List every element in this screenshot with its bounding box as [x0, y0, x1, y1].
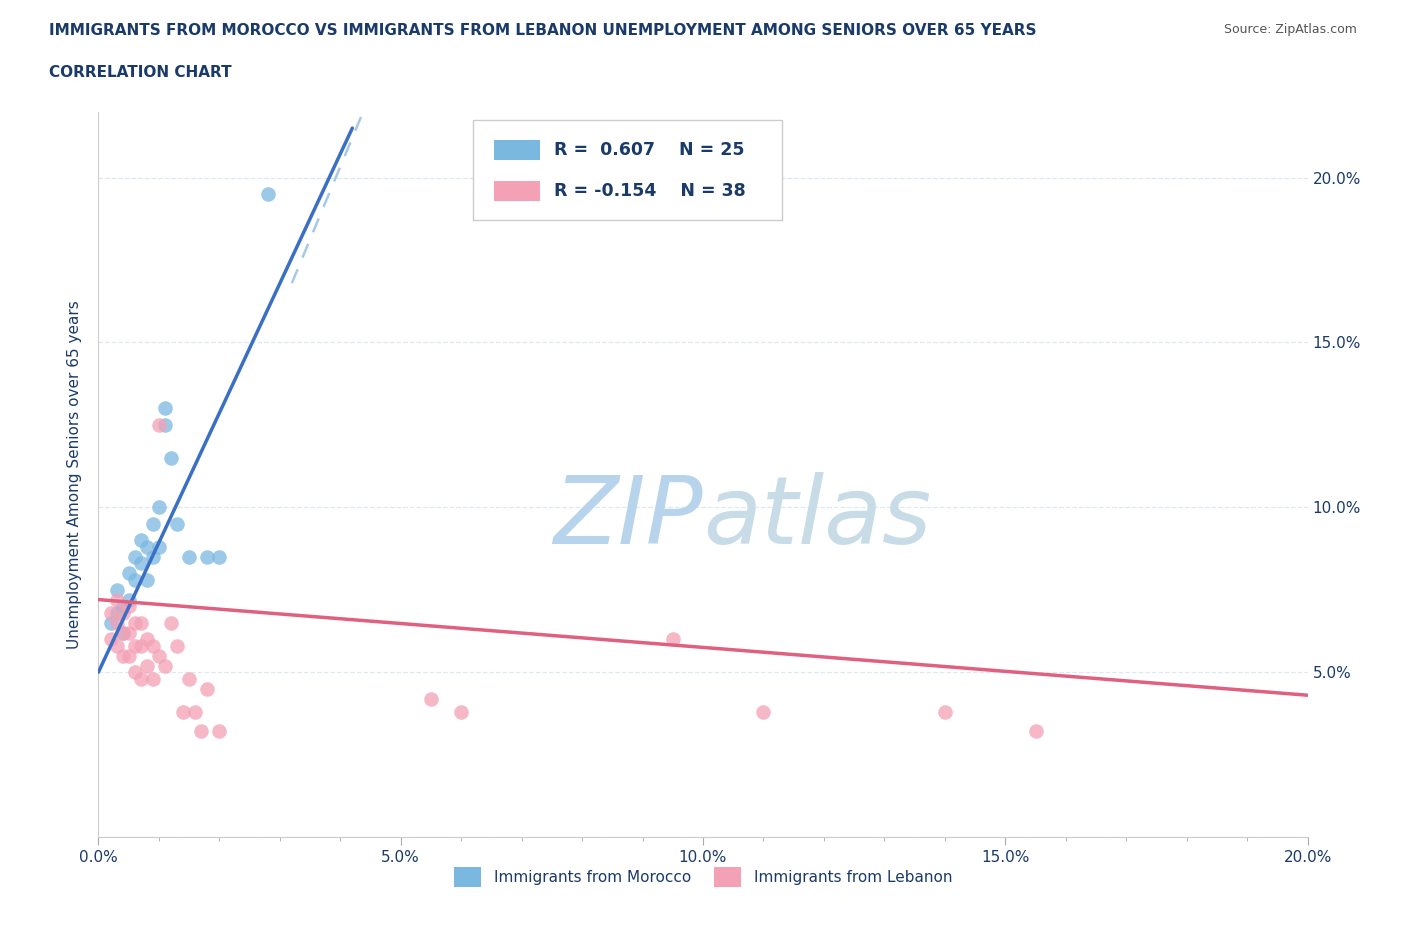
Text: CORRELATION CHART: CORRELATION CHART [49, 65, 232, 80]
Text: IMMIGRANTS FROM MOROCCO VS IMMIGRANTS FROM LEBANON UNEMPLOYMENT AMONG SENIORS OV: IMMIGRANTS FROM MOROCCO VS IMMIGRANTS FR… [49, 23, 1036, 38]
Point [190, 724, 212, 739]
Point [1024, 724, 1046, 739]
Point [208, 724, 231, 739]
Point [100, 605, 122, 620]
Point [148, 648, 170, 663]
Point [661, 631, 683, 646]
Point [129, 638, 152, 653]
Text: Source: ZipAtlas.com: Source: ZipAtlas.com [1223, 23, 1357, 36]
Point [450, 704, 472, 719]
Point [129, 616, 152, 631]
Point [172, 704, 194, 719]
Point [111, 605, 134, 620]
FancyBboxPatch shape [474, 120, 782, 220]
Y-axis label: Unemployment Among Seniors over 65 years: Unemployment Among Seniors over 65 years [67, 300, 83, 649]
Legend: Immigrants from Morocco, Immigrants from Lebanon: Immigrants from Morocco, Immigrants from… [446, 859, 960, 895]
Point [195, 550, 218, 565]
Point [142, 671, 165, 686]
Point [105, 605, 128, 620]
Point [179, 671, 201, 686]
Point [124, 572, 146, 587]
Point [100, 631, 122, 646]
Text: atlas: atlas [703, 472, 931, 564]
Text: R = -0.154    N = 38: R = -0.154 N = 38 [554, 181, 747, 200]
Point [105, 638, 128, 653]
Point [111, 599, 134, 614]
Point [129, 671, 152, 686]
Point [129, 556, 152, 571]
Point [208, 550, 231, 565]
Point [148, 418, 170, 432]
Point [148, 539, 170, 554]
Point [153, 658, 176, 673]
Point [166, 638, 188, 653]
Point [124, 665, 146, 680]
Point [195, 681, 218, 696]
Point [105, 616, 128, 631]
Point [166, 516, 188, 531]
Point [118, 592, 141, 607]
Point [118, 599, 141, 614]
Point [111, 625, 134, 640]
Point [142, 638, 165, 653]
Text: R =  0.607    N = 25: R = 0.607 N = 25 [554, 141, 745, 159]
Point [129, 533, 152, 548]
Point [135, 572, 157, 587]
Point [142, 516, 165, 531]
Point [934, 704, 956, 719]
Point [100, 616, 122, 631]
Point [135, 631, 157, 646]
Point [153, 418, 176, 432]
Point [118, 648, 141, 663]
Point [160, 616, 183, 631]
Point [118, 565, 141, 580]
Point [111, 625, 134, 640]
Point [142, 550, 165, 565]
Point [124, 616, 146, 631]
Point [184, 704, 207, 719]
Point [111, 648, 134, 663]
Point [153, 401, 176, 416]
Point [105, 592, 128, 607]
FancyBboxPatch shape [494, 140, 540, 160]
Text: ZIP: ZIP [554, 472, 703, 564]
Point [420, 691, 443, 706]
Point [135, 658, 157, 673]
Point [118, 625, 141, 640]
Point [135, 539, 157, 554]
Point [160, 450, 183, 465]
Point [752, 704, 775, 719]
Point [124, 638, 146, 653]
Point [256, 187, 278, 202]
Point [124, 550, 146, 565]
Point [148, 499, 170, 514]
Point [179, 550, 201, 565]
Point [105, 582, 128, 597]
FancyBboxPatch shape [494, 180, 540, 201]
